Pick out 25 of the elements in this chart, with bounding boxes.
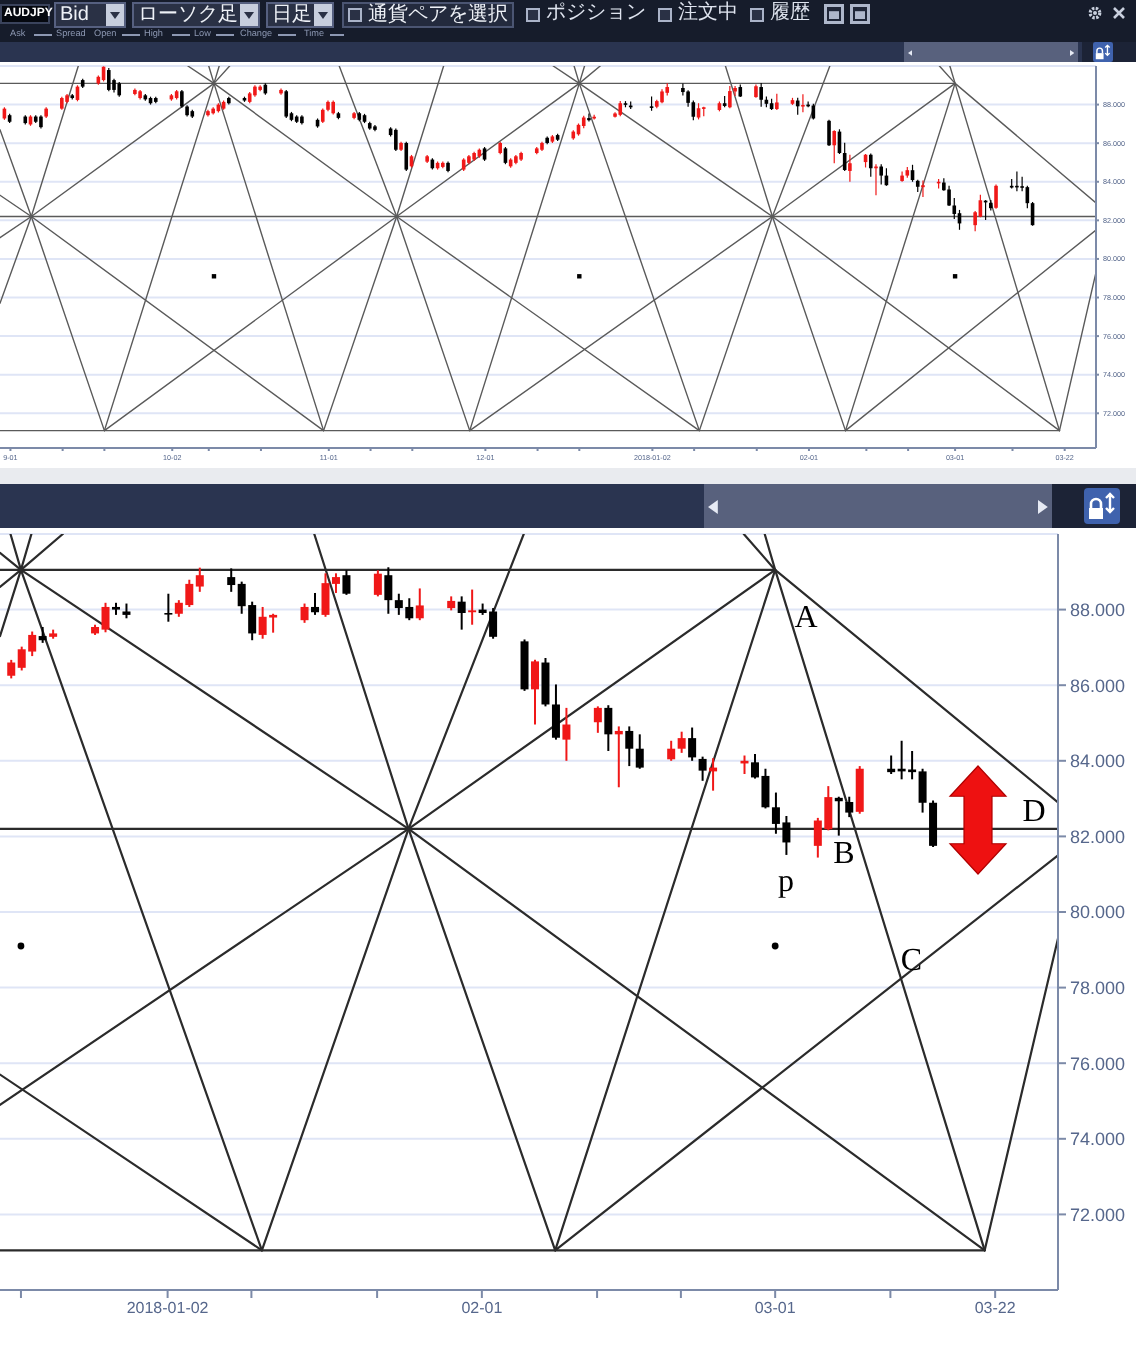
text: 注文中 bbox=[678, 2, 738, 24]
x-tick-label: 03-01 bbox=[754, 1299, 797, 1318]
y-tick-label: 78.000 bbox=[1070, 977, 1126, 998]
text: ポジション bbox=[546, 2, 646, 24]
text: 履歴 bbox=[770, 2, 810, 24]
y-tick-label: 80.000 bbox=[1070, 902, 1126, 923]
x-tick-label: 2018-01-02 bbox=[126, 1299, 210, 1318]
y-tick-label: 72.000 bbox=[1070, 1204, 1126, 1225]
y-tick-label: 76.000 bbox=[1070, 1053, 1126, 1074]
select-box: 通貨ペアを選択 bbox=[342, 2, 514, 28]
y-tick-label: 86.000 bbox=[1070, 675, 1126, 696]
x-tick-label: 03-22 bbox=[974, 1299, 1017, 1318]
annotation: p bbox=[778, 865, 794, 899]
dropdown: Bid bbox=[54, 2, 126, 28]
y-tick-label: 88.000 bbox=[1070, 599, 1126, 620]
dropdown: 日足 bbox=[266, 2, 334, 28]
annotation: D bbox=[1022, 795, 1046, 829]
x-tick-label: 02-01 bbox=[461, 1299, 504, 1318]
annotation: B bbox=[833, 837, 855, 871]
y-tick-label: 84.000 bbox=[1070, 751, 1126, 772]
dropdown: ローソク足 bbox=[132, 2, 260, 28]
annotation: A bbox=[794, 601, 819, 635]
annotation: C bbox=[900, 944, 923, 979]
y-tick-label: 82.000 bbox=[1070, 826, 1126, 847]
y-tick-label: 74.000 bbox=[1070, 1129, 1126, 1150]
